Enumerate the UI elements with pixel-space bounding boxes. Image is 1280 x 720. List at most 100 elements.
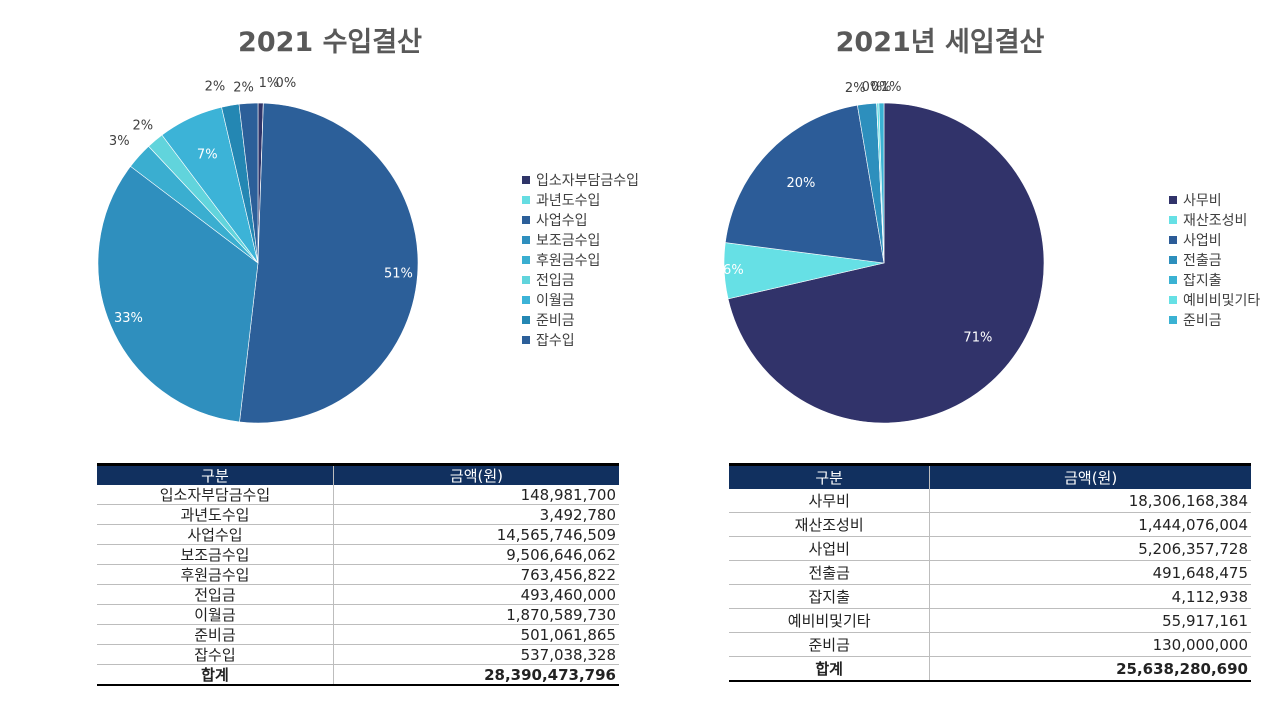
- legend-swatch: [522, 236, 530, 244]
- cell-category: 후원금수입: [97, 564, 334, 585]
- table-row: 준비금 130,000,000: [729, 632, 1251, 657]
- legend-label: 전출금: [1183, 253, 1222, 269]
- cell-category: 이월금: [97, 604, 334, 625]
- data-label-8: 2%: [205, 80, 226, 95]
- table-row: 전입금 493,460,000: [97, 584, 619, 605]
- legend-label: 후원금수입: [536, 253, 601, 269]
- pie-slice-3: [724, 104, 885, 264]
- cell-amount: 5,206,357,728: [929, 536, 1251, 561]
- legend-swatch: [522, 176, 530, 184]
- legend-swatch: [522, 256, 530, 264]
- cell-category: 전출금: [729, 560, 931, 585]
- legend-item: 준비금: [1169, 310, 1260, 330]
- legend-label: 과년도수입: [536, 193, 601, 209]
- legend-swatch: [522, 196, 530, 204]
- cell-category: 잡수입: [97, 644, 334, 665]
- legend-label: 입소자부담금수입: [536, 173, 640, 189]
- cell-amount: 763,456,822: [333, 564, 619, 585]
- data-label-5: 3%: [109, 134, 130, 149]
- data-label-7: 7%: [197, 147, 218, 162]
- data-label-4: 33%: [114, 311, 143, 326]
- cell-category: 입소자부담금수입: [97, 485, 334, 505]
- cell-category: 사무비: [729, 489, 931, 513]
- data-label-9: 2%: [233, 80, 254, 95]
- legend-item: 사무비: [1169, 190, 1260, 210]
- legend-item: 전출금: [1169, 250, 1260, 270]
- table-row: 입소자부담금수입 148,981,700: [97, 485, 619, 505]
- legend-swatch: [1169, 276, 1177, 284]
- data-label-4: 2%: [845, 81, 866, 96]
- cell-amount: 1,444,076,004: [929, 512, 1251, 537]
- cell-amount: 14,565,746,509: [333, 524, 619, 545]
- cell-category: 합계: [97, 664, 334, 686]
- cell-amount: 491,648,475: [929, 560, 1251, 585]
- table-row: 준비금 501,061,865: [97, 624, 619, 645]
- legend-item: 준비금: [522, 310, 639, 330]
- legend-label: 이월금: [536, 293, 575, 309]
- legend-label: 재산조성비: [1183, 213, 1248, 229]
- header-amount: 금액(원): [333, 463, 619, 485]
- pie-slice-1: [727, 102, 1045, 424]
- legend-item: 재산조성비: [1169, 210, 1260, 230]
- legend-label: 잡지출: [1183, 273, 1222, 289]
- cell-category: 재산조성비: [729, 512, 931, 537]
- legend-item: 전입금: [522, 270, 639, 290]
- cell-amount: 9,506,646,062: [333, 544, 619, 565]
- legend-label: 준비금: [536, 313, 575, 329]
- legend-item: 이월금: [522, 290, 639, 310]
- data-label-6: 0%: [871, 80, 892, 95]
- table-row: 잡수입 537,038,328: [97, 644, 619, 665]
- cell-amount: 1,870,589,730: [333, 604, 619, 625]
- table-row: 사업수입 14,565,746,509: [97, 524, 619, 545]
- pie-slice-7: [878, 102, 885, 264]
- legend-swatch: [522, 296, 530, 304]
- legend-item: 후원금수입: [522, 250, 639, 270]
- data-label-5: 0%: [862, 80, 883, 95]
- data-label-1: 71%: [963, 331, 992, 346]
- cell-amount: 3,492,780: [333, 504, 619, 525]
- table-row: 재산조성비 1,444,076,004: [729, 512, 1251, 537]
- cell-amount: 501,061,865: [333, 624, 619, 645]
- cell-category: 보조금수입: [97, 544, 334, 565]
- cell-category: 사업비: [729, 536, 931, 561]
- cell-amount: 55,917,161: [929, 608, 1251, 633]
- cell-amount: 28,390,473,796: [333, 664, 619, 686]
- pie-slice-4: [97, 165, 259, 423]
- legend-item: 잡수입: [522, 330, 639, 350]
- data-label-2: 6%: [723, 263, 744, 278]
- legend-item: 예비비및기타: [1169, 290, 1260, 310]
- pie-chart-expense: 71%6%20%2%0%0%1%: [723, 80, 1045, 424]
- table-row: 이월금 1,870,589,730: [97, 604, 619, 625]
- cell-category: 합계: [729, 656, 931, 682]
- data-label-7: 1%: [881, 80, 902, 95]
- legend-label: 사무비: [1183, 193, 1222, 209]
- table-row: 예비비및기타 55,917,161: [729, 608, 1251, 633]
- income-table: 구분 금액(원) 입소자부담금수입 148,981,700 과년도수입 3,492,7…: [97, 463, 619, 686]
- cell-category: 준비금: [729, 632, 931, 657]
- data-label-1: 1%: [259, 76, 280, 91]
- legend-swatch: [522, 336, 530, 344]
- header-category: 구분: [97, 463, 334, 485]
- legend-item: 사업수입: [522, 210, 639, 230]
- legend-swatch: [522, 216, 530, 224]
- legend-item: 사업비: [1169, 230, 1260, 250]
- total-row: 합계 28,390,473,796: [97, 664, 619, 686]
- legend-item: 입소자부담금수입: [522, 170, 639, 190]
- pie-slice-3: [239, 102, 419, 424]
- cell-category: 전입금: [97, 584, 334, 605]
- legend-income: 입소자부담금수입 과년도수입 사업수입 보조금수입 후원금수입 전입금 이월금 준비금 잡수입: [522, 170, 639, 350]
- legend-label: 예비비및기타: [1183, 293, 1261, 309]
- legend-swatch: [1169, 256, 1177, 264]
- legend-swatch: [1169, 216, 1177, 224]
- cell-category: 준비금: [97, 624, 334, 645]
- table-row: 사업비 5,206,357,728: [729, 536, 1251, 561]
- cell-amount: 130,000,000: [929, 632, 1251, 657]
- pie-chart-income: 1%0%51%33%3%2%7%2% 2%: [97, 76, 419, 424]
- data-label-6: 2%: [132, 119, 153, 134]
- table-row: 전출금 491,648,475: [729, 560, 1251, 585]
- legend-label: 전입금: [536, 273, 575, 289]
- table-header-row: 구분 금액(원): [97, 463, 619, 485]
- legend-swatch: [1169, 196, 1177, 204]
- legend-swatch: [522, 276, 530, 284]
